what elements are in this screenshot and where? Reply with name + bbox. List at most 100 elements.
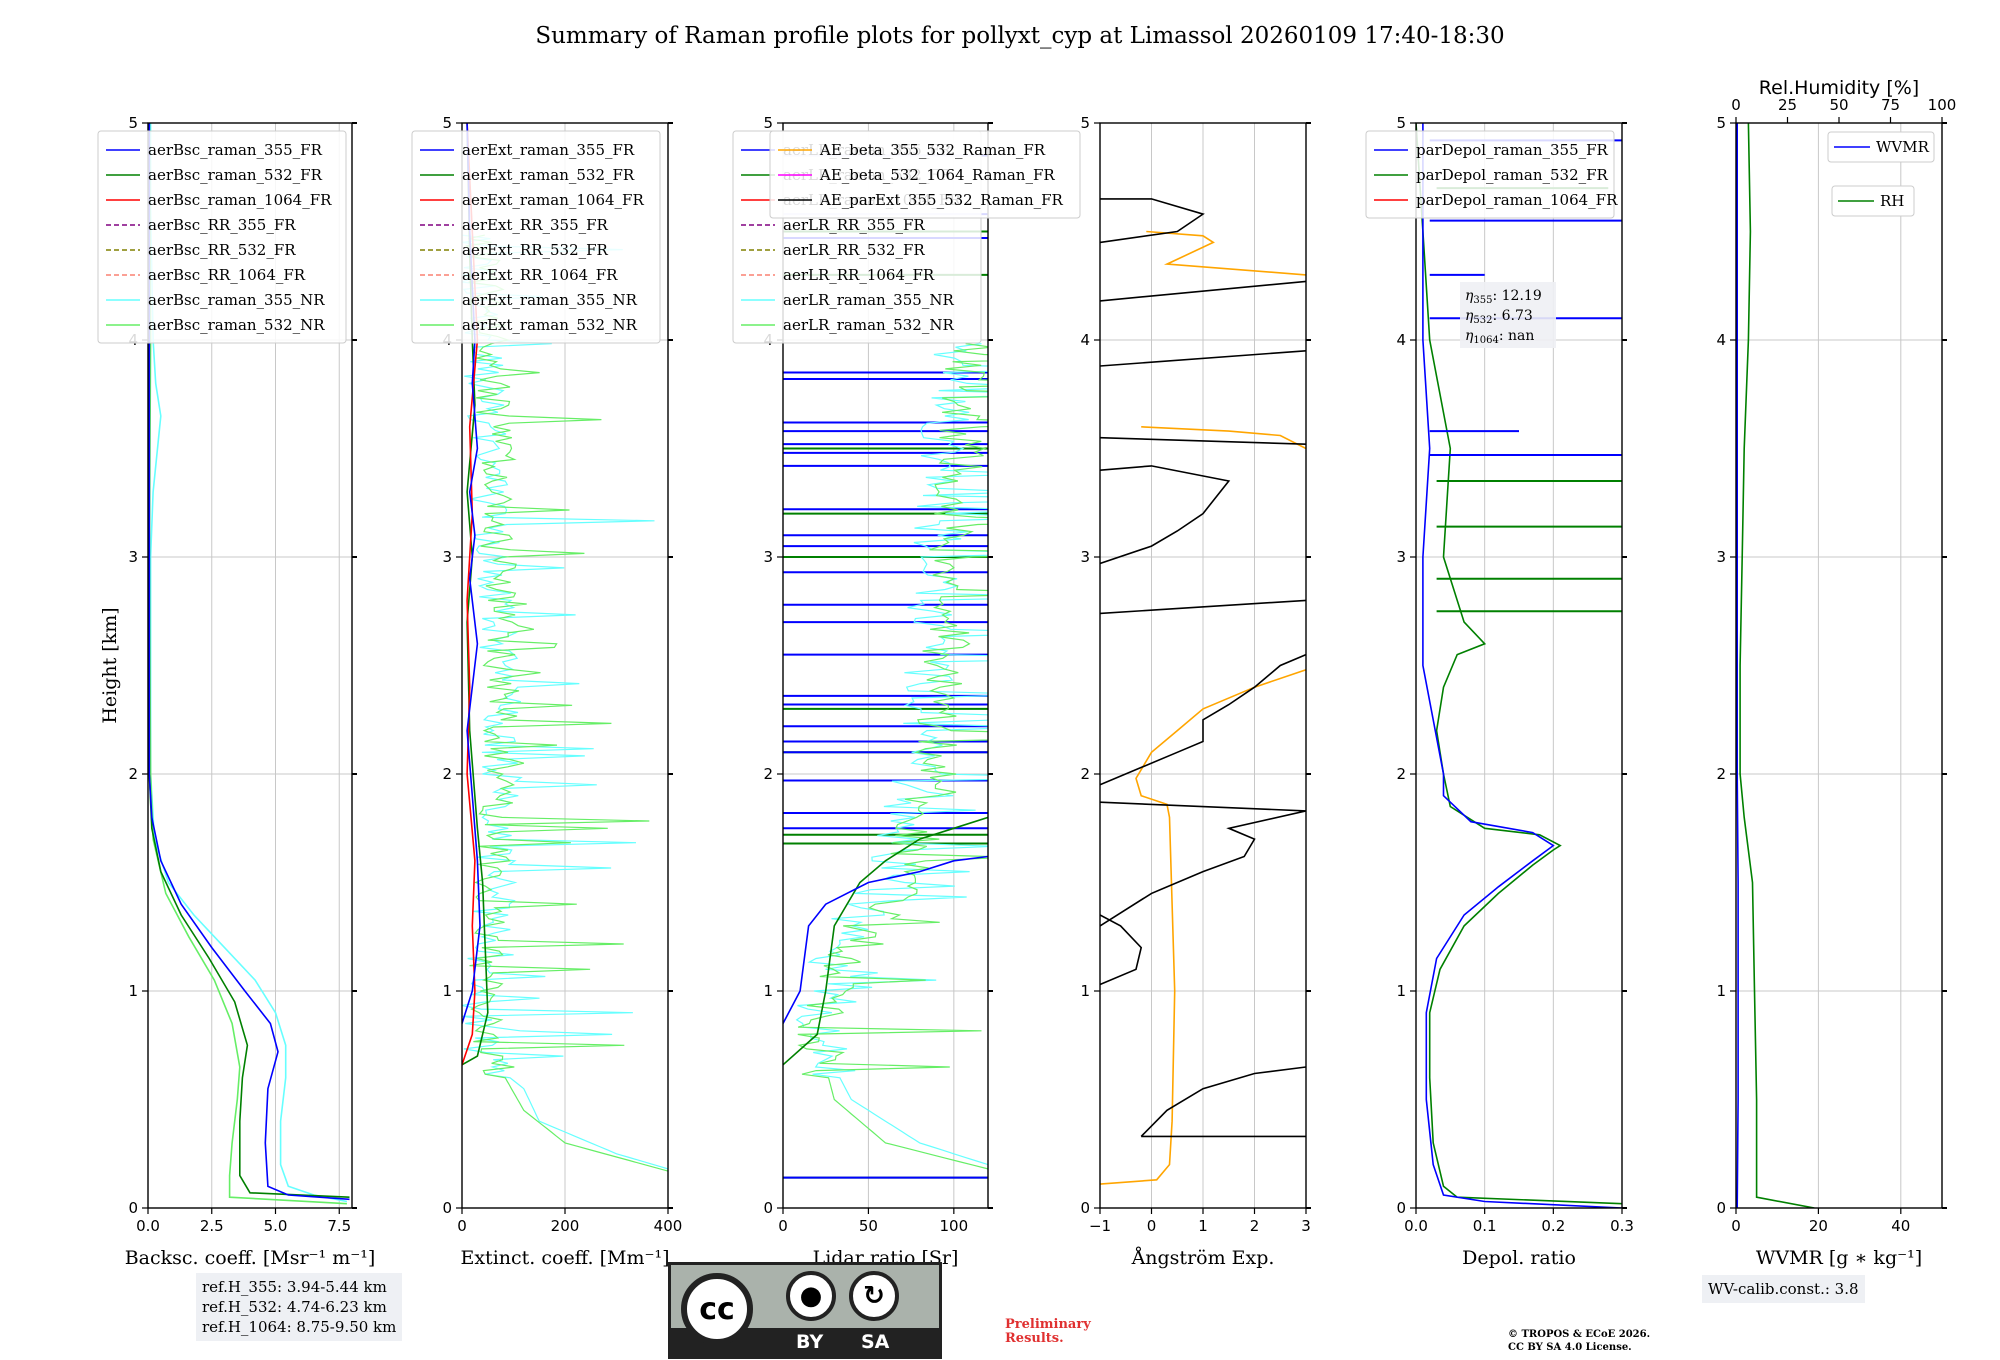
y-tick-label: 5 (128, 114, 138, 132)
legend-label: aerExt_raman_355_FR (462, 141, 635, 159)
panel-bsc: 0.02.55.07.5012345Backsc. coeff. [Msr⁻¹ … (97, 114, 375, 1269)
y-tick-label: 5 (1080, 114, 1090, 132)
cc-icon: cc (681, 1273, 753, 1345)
x-axis-label: Extinct. coeff. [Mm⁻¹] (460, 1247, 669, 1269)
y-tick-label: 0 (1396, 1199, 1406, 1217)
x-tick-label: 400 (654, 1217, 683, 1235)
y-tick-label: 3 (442, 548, 452, 566)
legend-box (769, 130, 1081, 219)
y-tick-label: 5 (1716, 114, 1726, 132)
panel-lr: 050100012345Lidar ratio [Sr]aerLR_raman_… (732, 114, 993, 1269)
y-tick-label: 5 (763, 114, 773, 132)
y-axis-label: Height [km] (99, 607, 121, 723)
axes-frame (1415, 122, 1623, 1209)
top-axis-label: Rel.Humidity [%] (1759, 77, 1919, 99)
series-line-parDepol_raman_355_FR (1422, 123, 1622, 1208)
top-x-tick-label: 25 (1778, 96, 1797, 114)
y-tick-label: 0 (128, 1199, 138, 1217)
wv-calib-box: WV-calib.const.: 3.8 (1702, 1275, 1865, 1303)
axes-frame (1099, 122, 1307, 1209)
refh-1064: ref.H_1064: 8.75-9.50 km (202, 1318, 397, 1336)
panel-depol: 0.0 0.1 0.2 0.3 0 1 2 3 4 5 Depol. ratio parDepol_r… (1365, 114, 1634, 1269)
y-tick-label: 3 (128, 548, 138, 566)
y-tick-label: 1 (128, 982, 138, 1000)
axes-frame (147, 122, 353, 1209)
refh-532: ref.H_532: 4.74-6.23 km (202, 1298, 387, 1316)
series-line-aerExt_raman_532_FR (462, 123, 489, 1066)
y-tick-label: 5 (1396, 114, 1406, 132)
y-tick-label: 1 (1396, 982, 1406, 1000)
eta-532: η532: 6.73 (1465, 308, 1533, 326)
cc-license-badge: cc ● ↻ BY SA (668, 1262, 942, 1359)
eta-355: η355: 12.19 (1465, 288, 1542, 306)
legend-label: aerExt_RR_1064_FR (462, 266, 618, 284)
y-tick-label: 3 (1716, 548, 1726, 566)
y-tick-label: 0 (763, 1199, 773, 1217)
series-line-AE_parExt_h (1100, 436, 1306, 445)
axes-frame (782, 122, 989, 1209)
x-axis-label: Ångström Exp. (1131, 1247, 1275, 1269)
by-person-icon: ● (786, 1271, 836, 1321)
panel-ext: 0200400012345Extinct. coeff. [Mm⁻¹]aerEx… (411, 114, 683, 1269)
y-tick-label: 5 (442, 114, 452, 132)
y-tick-label: 2 (442, 765, 452, 783)
copyright-note: © TROPOS & ECoE 2026. CC BY SA 4.0 Licen… (1508, 1328, 1650, 1354)
legend-box (411, 130, 661, 344)
y-tick-label: 4 (1716, 331, 1726, 349)
series-line-AE_beta_355_532_Raman_FR (1100, 669, 1306, 1185)
legend-label: aerBsc_raman_1064_FR (148, 191, 332, 209)
x-tick-label: 0 (1731, 1217, 1741, 1235)
reference-height-box: ref.H_355: 3.94-5.44 km ref.H_532: 4.74-… (196, 1273, 403, 1341)
legend-label: RH (1880, 192, 1904, 210)
series-line-parDepol_raman_532_FR (1416, 123, 1622, 1205)
legend-label: parDepol_raman_355_FR (1416, 141, 1609, 159)
plot-area (1100, 198, 1306, 1185)
series-line-AE_parExt_f (1100, 599, 1306, 615)
series-line-AE_parExt_k (1100, 198, 1205, 244)
eta-1064: η1064: nan (1465, 328, 1534, 346)
series-line-AE_beta_355_532_Raman_FR_c (1146, 230, 1306, 276)
legend-label: aerBsc_raman_355_FR (148, 141, 323, 159)
legend-box (97, 130, 347, 344)
y-tick-label: 3 (1080, 548, 1090, 566)
series-line-AE_parExt_b (1140, 1066, 1306, 1137)
series-line-aerLR_raman_532_FR (783, 816, 988, 1066)
x-tick-label: 20 (1809, 1217, 1828, 1235)
top-x-tick-label: 100 (1928, 96, 1957, 114)
y-tick-label: 1 (1716, 982, 1726, 1000)
series-line-AE_parExt_i (1100, 350, 1306, 367)
legend-box (1827, 131, 1935, 163)
legend-label: aerLR_raman_355_NR (783, 291, 954, 309)
legend-label: aerBsc_raman_355_NR (148, 291, 325, 309)
legend-label: aerLR_raman_532_NR (783, 316, 954, 334)
plot-area (1736, 123, 1815, 1208)
y-tick-label: 1 (442, 982, 452, 1000)
figure-title: Summary of Raman profile plots for polly… (535, 23, 1504, 49)
legend-box (1365, 130, 1615, 219)
plot-area (783, 154, 988, 1179)
legend-label: aerBsc_raman_532_FR (148, 166, 323, 184)
x-tick-label: 0.3 (1610, 1217, 1634, 1235)
series-line-aerExt_raman_355_FR (462, 123, 481, 1024)
series-line-AE_parExt_c (1100, 914, 1143, 986)
series-line-aerLR_raman_532_NR (797, 343, 988, 1170)
y-tick-label: 4 (1396, 331, 1406, 349)
y-tick-label: 2 (1716, 765, 1726, 783)
y-tick-label: 3 (1396, 548, 1406, 566)
y-tick-label: 2 (763, 765, 773, 783)
x-tick-label: 5.0 (264, 1217, 288, 1235)
x-tick-label: 2 (1250, 1217, 1260, 1235)
y-tick-label: 1 (763, 982, 773, 1000)
series-line-AE_parExt_e (1100, 653, 1306, 786)
x-tick-label: 1 (1198, 1217, 1208, 1235)
legend-label: aerExt_raman_532_NR (462, 316, 638, 334)
legend-label: aerExt_raman_532_FR (462, 166, 635, 184)
eta-box (1460, 282, 1556, 348)
series-line-aerLR_raman_355_FR (783, 855, 988, 1024)
series-line-RH (1739, 123, 1815, 1208)
legend-label: aerBsc_RR_355_FR (148, 216, 296, 234)
legend-label: aerExt_RR_355_FR (462, 216, 609, 234)
series-line-AE_beta_355_532_Raman_FR_b (1141, 426, 1306, 450)
legend-label: aerExt_RR_532_FR (462, 241, 609, 259)
